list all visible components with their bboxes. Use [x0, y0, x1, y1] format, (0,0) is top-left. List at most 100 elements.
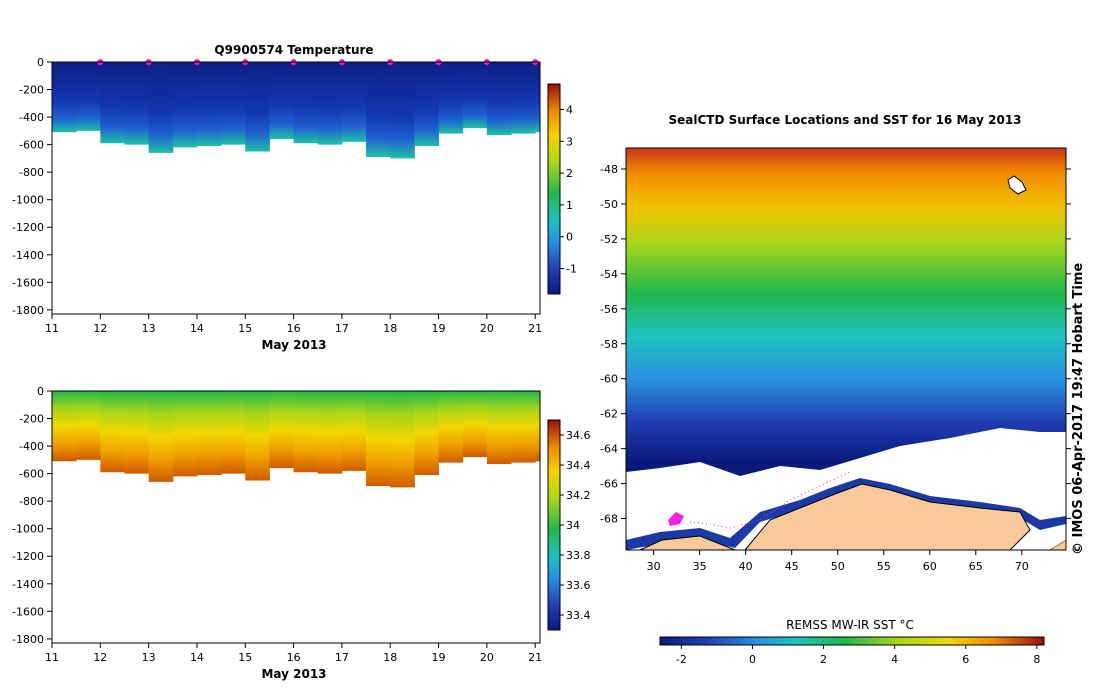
y-tick-label: -800 [19, 166, 44, 179]
temperature-colorbar [547, 83, 561, 295]
map-y-tick-label: -68 [600, 513, 618, 526]
y-tick-label: -1600 [12, 276, 44, 289]
colorbar-tick-label: 33.4 [566, 609, 591, 622]
map-x-tick-label: 55 [877, 560, 891, 573]
temperature-profile-column [293, 62, 319, 144]
x-tick-label: 18 [383, 651, 397, 664]
map-y-tick-label: -60 [600, 373, 618, 386]
x-tick-label: 11 [45, 651, 59, 664]
x-tick-label: 13 [142, 322, 156, 335]
x-tick-label: 20 [480, 322, 494, 335]
temperature-profile-column [390, 62, 415, 159]
map-y-tick-label: -64 [600, 443, 618, 456]
colorbar-tick-label: 34.2 [566, 489, 591, 502]
salinity-profile-column [148, 391, 174, 482]
map-x-tick-label: 35 [693, 560, 707, 573]
temperature-profile-column [486, 62, 512, 135]
y-tick-label: -400 [19, 440, 44, 453]
map-x-tick-label: 65 [969, 560, 983, 573]
temperature-profile-column [462, 62, 488, 129]
salinity-plot-frame [51, 390, 541, 644]
salinity-profile-column [172, 391, 198, 477]
salinity-profile-column [414, 391, 440, 475]
sst-map-title: SealCTD Surface Locations and SST for 16… [668, 113, 1021, 127]
temperature-profile-column [196, 62, 222, 146]
x-tick-label: 21 [528, 651, 542, 664]
copyright-label: © IMOS 06-Apr-2017 19:47 Hobart Time [1071, 263, 1086, 555]
colorbar-tick-label: 2 [566, 167, 573, 180]
salinity-axes: 11 12 13 14 15 16 17 18 19 20 21 0 -200 -400 -600 -800 -… [12, 385, 542, 664]
colorbar-tick-label: 33.6 [566, 579, 591, 592]
salinity-profile-column [438, 391, 464, 463]
salinity-xlabel: May 2013 [261, 667, 326, 681]
map-x-tick-label: 40 [739, 560, 753, 573]
temperature-profile-column [100, 62, 125, 144]
temperature-colorbar-ticks: 4 3 2 1 0 -1 [560, 103, 577, 276]
sst-map-frame [625, 147, 1067, 551]
map-y-tick-label: -66 [600, 478, 618, 491]
sst-colorbar-ticks: -2 0 2 4 6 8 [676, 645, 1040, 666]
temperature-axes: 11 12 13 14 15 16 17 18 19 20 21 0 -200 -400 -600 -800 -… [12, 56, 542, 335]
salinity-profile-column [76, 391, 101, 460]
x-tick-label: 16 [287, 322, 301, 335]
salinity-profile-column [269, 391, 295, 469]
salinity-profile-column [390, 391, 415, 488]
x-tick-label: 12 [93, 651, 107, 664]
y-tick-label: -800 [19, 495, 44, 508]
map-y-tick-label: -52 [600, 233, 618, 246]
map-y-tick-label: -58 [600, 338, 618, 351]
salinity-profile-column [221, 391, 246, 474]
salinity-colorbar-ticks: 34.6 34.4 34.2 34 33.8 33.6 33.4 [560, 429, 591, 622]
y-tick-label: -1600 [12, 605, 44, 618]
y-tick-label: 0 [37, 385, 44, 398]
temperature-profile-column [535, 62, 541, 133]
x-tick-label: 19 [432, 651, 446, 664]
seal-track-cluster [668, 512, 684, 526]
x-tick-label: 19 [432, 322, 446, 335]
map-x-tick-label: 45 [785, 560, 799, 573]
sst-colorbar-tick-label: 8 [1033, 653, 1040, 666]
y-tick-label: -1800 [12, 304, 44, 317]
y-tick-label: -1400 [12, 249, 44, 262]
x-tick-label: 14 [190, 322, 204, 335]
temperature-profile-column [438, 62, 464, 134]
colorbar-tick-label: 4 [566, 103, 573, 116]
x-tick-label: 13 [142, 651, 156, 664]
colorbar-tick-label: 3 [566, 135, 573, 148]
map-x-tick-label: 50 [831, 560, 845, 573]
temperature-profile-column [366, 62, 391, 158]
map-y-tick-label: -48 [600, 163, 618, 176]
salinity-profile-column [486, 391, 512, 464]
temperature-plot-frame [51, 61, 541, 315]
colorbar-tick-label: 0 [566, 231, 573, 244]
salinity-profile-column [196, 391, 222, 475]
temperature-profile-column [52, 62, 77, 133]
temperature-profile-column [221, 62, 246, 145]
salinity-profile-column [317, 391, 343, 474]
salinity-profile-column [535, 391, 541, 462]
x-tick-label: 17 [335, 651, 349, 664]
y-tick-label: -1000 [12, 523, 44, 536]
x-tick-label: 17 [335, 322, 349, 335]
temperature-profile-column [245, 62, 270, 152]
y-tick-label: -1800 [12, 633, 44, 646]
temperature-panel: Q9900574 Temperature 11 12 13 14 15 16 17 18 19 2… [12, 43, 577, 352]
sst-colorbar-label: REMSS MW-IR SST °C [786, 618, 914, 632]
y-tick-label: -600 [19, 139, 44, 152]
temperature-xlabel: May 2013 [261, 338, 326, 352]
sst-map-panel: SealCTD Surface Locations and SST for 16… [600, 113, 1086, 666]
map-y-tick-label: -56 [600, 303, 618, 316]
x-tick-label: 11 [45, 322, 59, 335]
map-y-tick-label: -62 [600, 408, 618, 421]
salinity-profile-column [366, 391, 391, 487]
x-tick-label: 15 [238, 322, 252, 335]
salinity-profile-column [341, 391, 367, 471]
x-tick-label: 20 [480, 651, 494, 664]
colorbar-tick-label: 34.4 [566, 459, 591, 472]
temperature-profile-column [269, 62, 295, 140]
salinity-colorbar [547, 419, 561, 631]
salinity-profile-column [245, 391, 270, 481]
temperature-profile-column [414, 62, 440, 146]
y-tick-label: -200 [19, 413, 44, 426]
